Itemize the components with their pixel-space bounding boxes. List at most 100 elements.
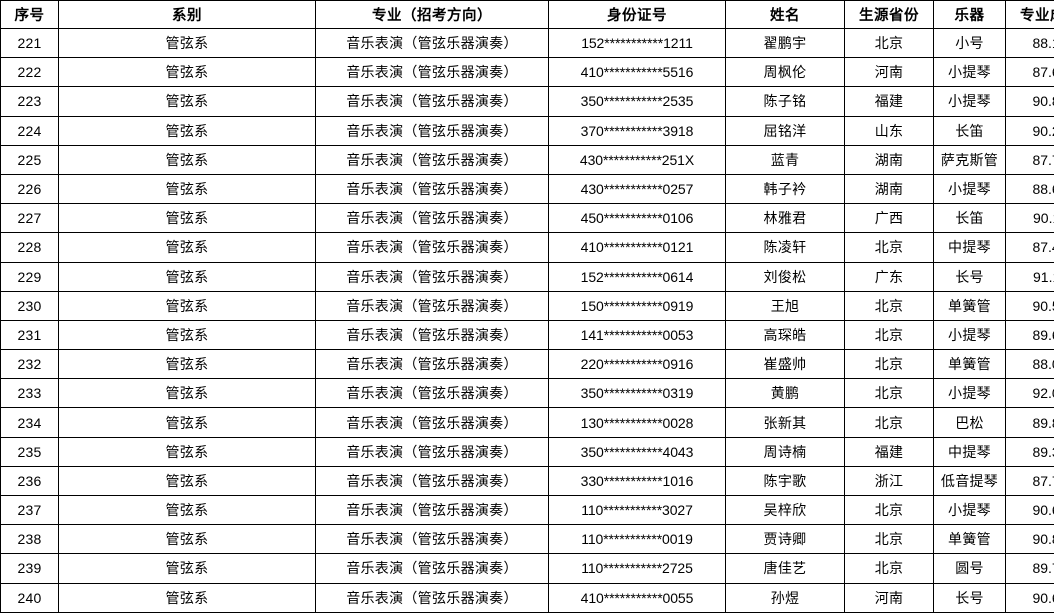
cell-instr: 小提琴 [934,496,1006,525]
column-header-idno: 身份证号 [549,1,726,29]
column-header-instr: 乐器 [934,1,1006,29]
cell-instr: 小提琴 [934,320,1006,349]
cell-seq: 236 [1,466,59,495]
cell-province: 湖南 [845,174,934,203]
cell-major: 音乐表演（管弦乐器演奏） [316,87,549,116]
cell-name: 韩子衿 [726,174,845,203]
cell-major: 音乐表演（管弦乐器演奏） [316,320,549,349]
cell-seq: 238 [1,525,59,554]
cell-dept: 管弦系 [59,116,316,145]
cell-dept: 管弦系 [59,29,316,58]
cell-instr: 小提琴 [934,174,1006,203]
cell-instr: 低音提琴 [934,466,1006,495]
cell-dept: 管弦系 [59,233,316,262]
cell-idno: 370***********3918 [549,116,726,145]
cell-major: 音乐表演（管弦乐器演奏） [316,262,549,291]
cell-dept: 管弦系 [59,379,316,408]
cell-province: 北京 [845,29,934,58]
cell-name: 陈凌轩 [726,233,845,262]
cell-dept: 管弦系 [59,262,316,291]
cell-dept: 管弦系 [59,174,316,203]
cell-idno: 152***********0614 [549,262,726,291]
cell-idno: 450***********0106 [549,204,726,233]
cell-score: 88.03 [1006,350,1054,379]
cell-seq: 227 [1,204,59,233]
cell-score: 87.76 [1006,466,1054,495]
cell-dept: 管弦系 [59,525,316,554]
cell-major: 音乐表演（管弦乐器演奏） [316,437,549,466]
cell-name: 吴梓欣 [726,496,845,525]
cell-instr: 小提琴 [934,58,1006,87]
cell-idno: 350***********2535 [549,87,726,116]
cell-instr: 长号 [934,262,1006,291]
cell-idno: 110***********2725 [549,554,726,583]
cell-instr: 单簧管 [934,291,1006,320]
cell-score: 88.60 [1006,174,1054,203]
cell-idno: 410***********5516 [549,58,726,87]
cell-province: 河南 [845,583,934,612]
cell-dept: 管弦系 [59,466,316,495]
cell-name: 陈宇歌 [726,466,845,495]
cell-province: 广东 [845,262,934,291]
column-header-dept: 系别 [59,1,316,29]
cell-major: 音乐表演（管弦乐器演奏） [316,58,549,87]
cell-seq: 225 [1,145,59,174]
cell-score: 87.63 [1006,58,1054,87]
cell-province: 福建 [845,87,934,116]
cell-major: 音乐表演（管弦乐器演奏） [316,408,549,437]
cell-score: 90.61 [1006,496,1054,525]
cell-dept: 管弦系 [59,204,316,233]
cell-score: 89.81 [1006,408,1054,437]
cell-idno: 152***********1211 [549,29,726,58]
cell-dept: 管弦系 [59,437,316,466]
cell-score: 89.79 [1006,554,1054,583]
cell-name: 孙煜 [726,583,845,612]
cell-major: 音乐表演（管弦乐器演奏） [316,379,549,408]
cell-province: 浙江 [845,466,934,495]
column-header-score: 专业成绩 [1006,1,1054,29]
cell-major: 音乐表演（管弦乐器演奏） [316,291,549,320]
cell-province: 北京 [845,233,934,262]
cell-province: 广西 [845,204,934,233]
cell-idno: 150***********0919 [549,291,726,320]
cell-score: 90.11 [1006,204,1054,233]
cell-dept: 管弦系 [59,58,316,87]
cell-instr: 巴松 [934,408,1006,437]
cell-major: 音乐表演（管弦乐器演奏） [316,29,549,58]
cell-seq: 234 [1,408,59,437]
cell-major: 音乐表演（管弦乐器演奏） [316,145,549,174]
cell-seq: 229 [1,262,59,291]
cell-score: 87.79 [1006,145,1054,174]
cell-seq: 228 [1,233,59,262]
cell-instr: 小提琴 [934,379,1006,408]
cell-name: 刘俊松 [726,262,845,291]
cell-name: 黄鹏 [726,379,845,408]
cell-name: 王旭 [726,291,845,320]
cell-idno: 410***********0121 [549,233,726,262]
cell-major: 音乐表演（管弦乐器演奏） [316,350,549,379]
cell-score: 90.21 [1006,116,1054,145]
cell-province: 北京 [845,320,934,349]
cell-seq: 240 [1,583,59,612]
cell-score: 89.33 [1006,437,1054,466]
cell-score: 88.17 [1006,29,1054,58]
cell-province: 北京 [845,496,934,525]
cell-major: 音乐表演（管弦乐器演奏） [316,116,549,145]
cell-seq: 237 [1,496,59,525]
cell-name: 蓝青 [726,145,845,174]
cell-name: 屈铭洋 [726,116,845,145]
cell-seq: 232 [1,350,59,379]
